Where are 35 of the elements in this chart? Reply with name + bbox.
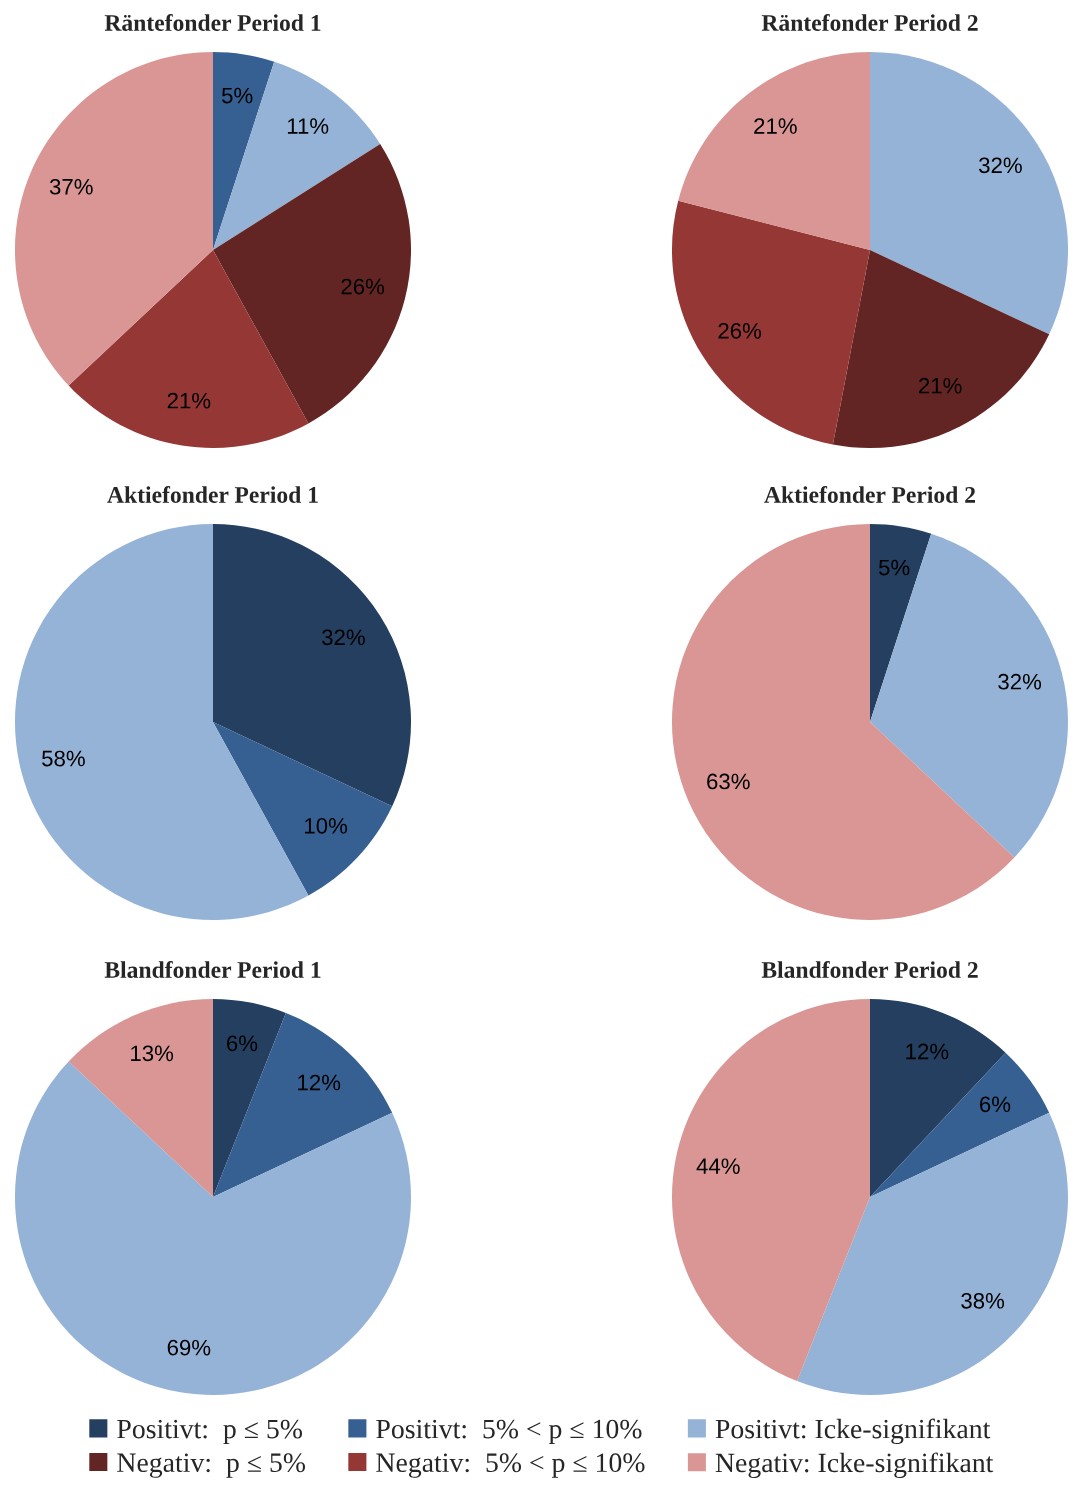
data-label: 6% bbox=[227, 1035, 258, 1052]
data-label: 13% bbox=[131, 1045, 174, 1062]
data-label: 38% bbox=[961, 1292, 1005, 1309]
data-label: 12% bbox=[906, 1043, 949, 1060]
data-label: 44% bbox=[696, 1158, 740, 1174]
data-label: 58% bbox=[42, 750, 85, 767]
data-label: 10% bbox=[305, 817, 348, 834]
legend-label: Negativ: Icke-signifikant bbox=[715, 1452, 994, 1478]
data-label: 21% bbox=[919, 377, 962, 394]
data-label: 21% bbox=[754, 118, 797, 134]
data-label: 69% bbox=[167, 1339, 211, 1356]
data-label: 32% bbox=[998, 673, 1042, 690]
legend-label: Positivt: Icke-signifikant bbox=[715, 1418, 991, 1445]
data-label: 26% bbox=[341, 278, 385, 295]
data-label: 21% bbox=[167, 392, 211, 409]
data-label: 26% bbox=[718, 322, 762, 339]
data-label: 11% bbox=[287, 118, 329, 134]
data-label: 63% bbox=[707, 773, 750, 790]
chart-title: Räntefonder Period 1 bbox=[104, 14, 321, 31]
legend-label: Positivt: 5% < p ≤ 10% bbox=[376, 1419, 642, 1445]
data-label: 12% bbox=[298, 1074, 341, 1091]
data-label: 32% bbox=[979, 157, 1022, 174]
legend-label: Positivt: p ≤ 5% bbox=[117, 1419, 303, 1445]
data-label: 37% bbox=[49, 178, 93, 195]
data-label: 6% bbox=[980, 1096, 1011, 1113]
legend-label: Negativ: p ≤ 5% bbox=[117, 1453, 306, 1478]
data-label: 5% bbox=[221, 87, 253, 104]
chart-title: Räntefonder Period 2 bbox=[761, 14, 978, 31]
legend-label: Negativ: 5% < p ≤ 10% bbox=[376, 1453, 645, 1478]
data-label: 5% bbox=[878, 559, 910, 576]
data-label: 32% bbox=[322, 629, 365, 646]
chart-title: Aktiefonder Period 1 bbox=[107, 486, 318, 503]
chart-title: Blandfonder Period 1 bbox=[104, 961, 321, 978]
chart-title: Blandfonder Period 2 bbox=[761, 961, 978, 978]
chart-title: Aktiefonder Period 2 bbox=[764, 486, 976, 503]
